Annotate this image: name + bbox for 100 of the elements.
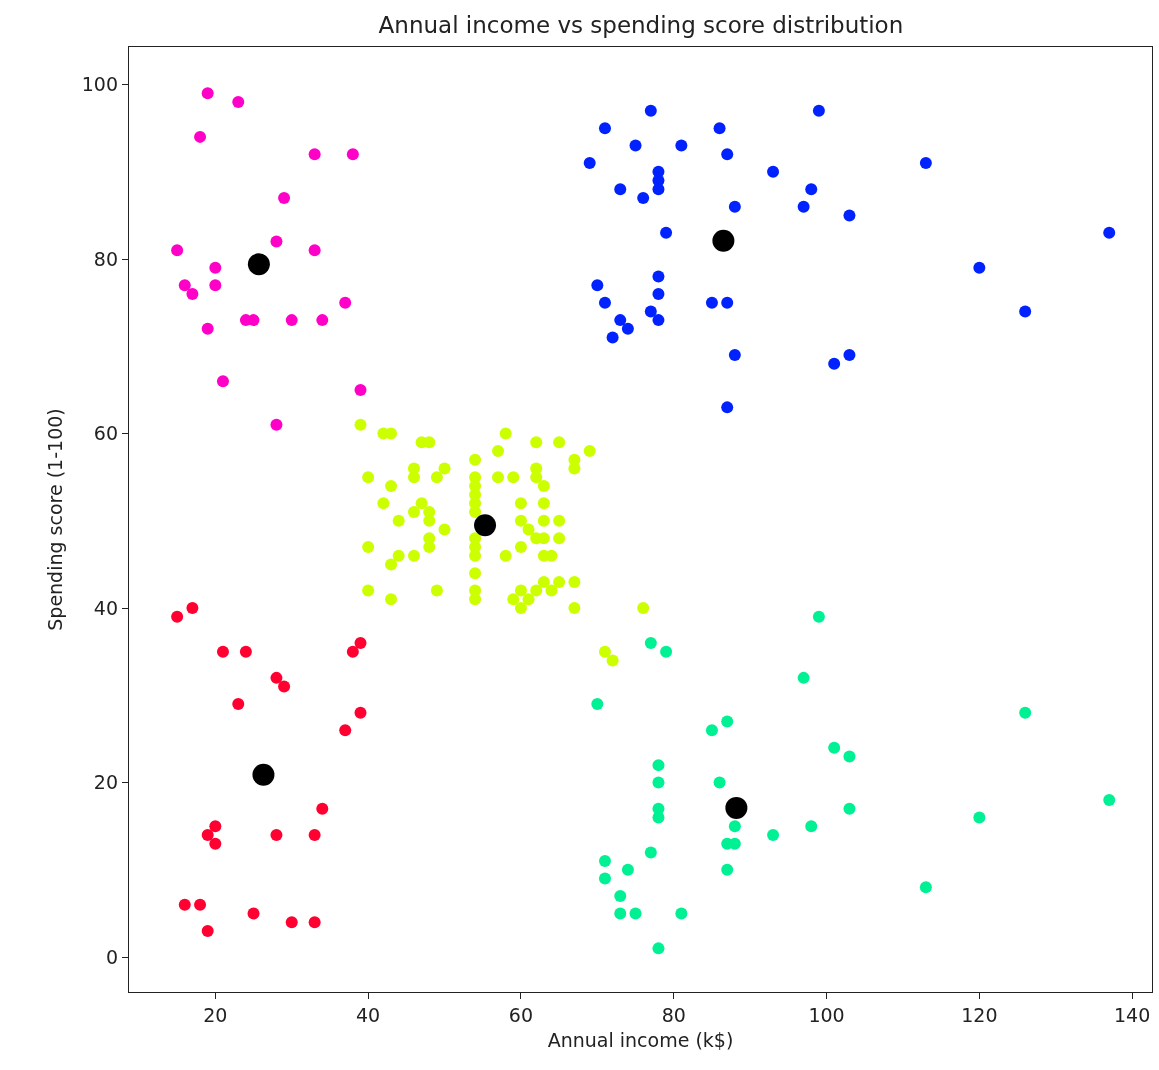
- point: [828, 741, 841, 754]
- point: [1103, 226, 1116, 239]
- point: [843, 209, 856, 222]
- point: [270, 828, 283, 841]
- point: [270, 235, 283, 248]
- point: [614, 890, 627, 903]
- point: [637, 191, 650, 204]
- point: [652, 759, 665, 772]
- point: [1103, 794, 1116, 807]
- y-tick-label: 40: [93, 596, 119, 619]
- point: [652, 776, 665, 789]
- point: [621, 863, 634, 876]
- point: [644, 846, 657, 859]
- y-axis-title: Spending score (1-100): [43, 408, 66, 631]
- point: [973, 811, 986, 824]
- point: [209, 820, 222, 833]
- point: [728, 820, 741, 833]
- point: [973, 261, 986, 274]
- point: [598, 855, 611, 868]
- point: [209, 279, 222, 292]
- point: [629, 907, 642, 920]
- point: [721, 863, 734, 876]
- point: [805, 183, 818, 196]
- point: [209, 837, 222, 850]
- point: [721, 296, 734, 309]
- point: [705, 724, 718, 737]
- point: [354, 706, 367, 719]
- point: [308, 244, 321, 257]
- point: [713, 122, 726, 135]
- y-tick-label: 80: [93, 247, 119, 270]
- point: [797, 671, 810, 684]
- point: [209, 261, 222, 274]
- point: [270, 418, 283, 431]
- x-tick-label: 120: [961, 1003, 998, 1026]
- point: [728, 200, 741, 213]
- y-tick-label: 0: [105, 945, 119, 968]
- point: [797, 200, 810, 213]
- point: [278, 191, 291, 204]
- point: [614, 183, 627, 196]
- point: [843, 349, 856, 362]
- point: [713, 776, 726, 789]
- point: [247, 907, 260, 920]
- point: [308, 148, 321, 161]
- point: [644, 104, 657, 117]
- point: [652, 287, 665, 300]
- point: [652, 942, 665, 955]
- point: [598, 122, 611, 135]
- point: [812, 104, 825, 117]
- x-tick-label: 40: [356, 1003, 381, 1026]
- point: [178, 898, 191, 911]
- point: [919, 881, 932, 894]
- point: [598, 296, 611, 309]
- point: [629, 139, 642, 152]
- point: [660, 226, 673, 239]
- point: [805, 820, 818, 833]
- point: [308, 916, 321, 929]
- point: [194, 898, 207, 911]
- point: [354, 383, 367, 396]
- point: [201, 87, 214, 100]
- point: [767, 165, 780, 178]
- point: [171, 610, 184, 623]
- point: [278, 680, 291, 693]
- point: [721, 715, 734, 728]
- point: [186, 602, 199, 615]
- x-tick-label: 60: [508, 1003, 534, 1026]
- y-tick-label: 20: [93, 771, 119, 794]
- point: [583, 157, 596, 170]
- point: [621, 322, 634, 335]
- point: [1019, 706, 1032, 719]
- point: [178, 279, 191, 292]
- point: [591, 279, 604, 292]
- x-tick-label: 140: [1114, 1003, 1151, 1026]
- x-tick-label: 20: [203, 1003, 228, 1026]
- point: [346, 148, 359, 161]
- y-tick-label: 60: [93, 422, 119, 445]
- point: [285, 314, 298, 327]
- point: [186, 287, 199, 300]
- point: [216, 375, 229, 388]
- point: [675, 907, 688, 920]
- y-tick-label: 100: [81, 73, 119, 96]
- point: [652, 183, 665, 196]
- point: [308, 828, 321, 841]
- point: [1019, 305, 1032, 318]
- point: [354, 636, 367, 649]
- x-axis-title: Annual income (k$): [547, 1028, 734, 1051]
- point: [721, 148, 734, 161]
- point: [843, 750, 856, 763]
- point: [652, 270, 665, 283]
- point: [316, 802, 329, 815]
- point: [591, 698, 604, 711]
- point: [767, 828, 780, 841]
- point: [270, 671, 283, 684]
- point: [843, 802, 856, 815]
- point: [316, 314, 329, 327]
- point: [201, 322, 214, 335]
- x-tick-label: 80: [661, 1003, 686, 1026]
- point: [812, 610, 825, 623]
- point: [644, 305, 657, 318]
- chart-title: Annual income vs spending score distribution: [378, 11, 904, 38]
- point: [606, 331, 619, 344]
